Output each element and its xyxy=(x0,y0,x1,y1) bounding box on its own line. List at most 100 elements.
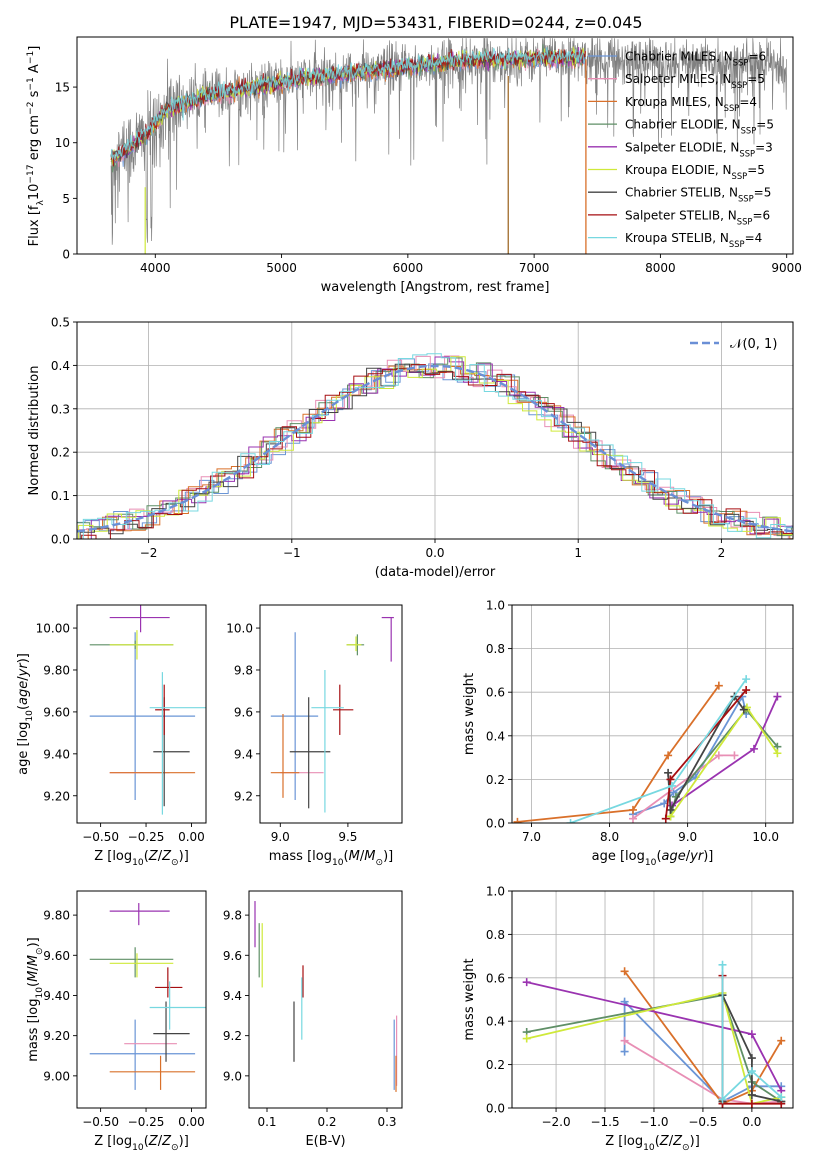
axes-frame xyxy=(76,321,794,540)
x-axis-label: age [log10(age/yr)] xyxy=(592,849,714,868)
y-axis-label: mass weight xyxy=(462,958,477,1040)
y-tick-label: 9.20 xyxy=(43,789,70,803)
x-tick-label: 10.0 xyxy=(752,830,779,844)
x-tick-label: 5000 xyxy=(266,261,297,275)
axes-frame xyxy=(511,604,794,824)
y-axis-label: mass weight xyxy=(462,673,477,755)
x-axis-label: (data-model)/error xyxy=(375,565,496,580)
x-tick-label: 7000 xyxy=(519,261,550,275)
panel-age_vs_mass: 9.0 9.5 9.2 9.4 9.6 9.8 10.0 mass [log10(M/M⊙)] xyxy=(226,604,403,868)
x-tick-label: 0.3 xyxy=(377,1115,396,1129)
weight-marker-2 xyxy=(620,967,629,976)
weight-marker-8 xyxy=(718,960,727,969)
y-tick-label: 0.1 xyxy=(51,489,70,503)
weight-line-5 xyxy=(526,991,782,1105)
y-tick-label: 9.2 xyxy=(234,789,253,803)
histogram-7 xyxy=(81,364,793,539)
weight-line-3 xyxy=(526,994,782,1103)
weight-marker-0 xyxy=(620,1047,629,1056)
y-tick-label: 0.0 xyxy=(51,533,70,547)
y-axis-label: age [log10(age/yr)] xyxy=(16,653,35,775)
plot-area-weight_vs_age xyxy=(513,675,782,823)
histogram-5 xyxy=(78,356,793,539)
y-tick-label: 9.8 xyxy=(234,663,253,677)
weight-marker-8 xyxy=(566,819,575,823)
axes-frame xyxy=(259,604,403,824)
y-tick-label: 0.2 xyxy=(486,1058,505,1072)
weight-marker-2 xyxy=(777,1036,786,1045)
histogram-8 xyxy=(82,353,793,539)
x-tick-label: 7.0 xyxy=(522,830,541,844)
x-tick-label: 9.0 xyxy=(678,830,697,844)
y-axis-label: Flux [fλ10−17 erg cm−2 s−1 A−1] xyxy=(26,46,46,247)
x-tick-label: −1 xyxy=(283,546,301,560)
x-axis-label: mass [log10(M/M⊙)] xyxy=(269,849,393,868)
legend: Chabrier MILES, NSSP=6 Salpeter MILES, NS… xyxy=(588,50,774,249)
x-axis-label: E(B-V) xyxy=(305,1134,345,1149)
y-tick-label: 0.3 xyxy=(51,402,70,416)
x-tick-label: 8000 xyxy=(645,261,676,275)
x-tick-label: 0.0 xyxy=(742,1115,761,1129)
y-tick-label: 9.20 xyxy=(43,1029,70,1043)
weight-marker-5 xyxy=(773,749,782,758)
legend-label: 𝒩(0, 1) xyxy=(730,337,777,352)
y-tick-label: 0.4 xyxy=(486,729,505,743)
x-tick-label: 1 xyxy=(574,546,582,560)
y-tick-label: 0.8 xyxy=(486,928,505,942)
weight-marker-8 xyxy=(777,1093,786,1102)
x-tick-label: 0.00 xyxy=(178,1115,205,1129)
weight-marker-7 xyxy=(661,814,670,823)
panel-mass_vs_Z: −0.50 −0.25 0.00 9.00 9.20 9.40 9.60 9.80 Z [log… xyxy=(26,890,207,1153)
weight-marker-1 xyxy=(714,751,723,760)
weight-line-8 xyxy=(721,964,782,1102)
weight-marker-2 xyxy=(628,805,637,814)
weight-marker-5 xyxy=(522,1034,531,1043)
x-tick-label: 9.5 xyxy=(338,830,357,844)
weight-marker-6 xyxy=(739,705,748,714)
y-tick-label: 9.6 xyxy=(223,949,242,963)
x-tick-label: 9.0 xyxy=(271,830,290,844)
y-tick-label: 0.0 xyxy=(486,1102,505,1116)
legend-label: Chabrier MILES, NSSP=6 xyxy=(625,50,766,68)
y-tick-label: 0.6 xyxy=(486,686,505,700)
weight-marker-8 xyxy=(718,1095,727,1104)
weight-marker-6 xyxy=(666,805,675,814)
y-tick-label: 9.60 xyxy=(43,705,70,719)
weight-marker-8 xyxy=(742,675,751,684)
weight-marker-8 xyxy=(747,1067,756,1076)
y-tick-label: 15 xyxy=(55,81,70,95)
x-tick-label: 6000 xyxy=(393,261,424,275)
x-tick-label: 0.0 xyxy=(425,546,444,560)
panel-spectrum: 4000 5000 6000 7000 8000 9000 0 5 10 15 wavelength… xyxy=(26,36,802,295)
y-tick-label: 9.60 xyxy=(43,949,70,963)
weight-line-2 xyxy=(623,970,783,1105)
weight-marker-4 xyxy=(522,978,531,987)
observed-spectrum-line xyxy=(110,37,787,245)
legend-label: Kroupa ELODIE, NSSP=5 xyxy=(625,163,765,181)
plot-area-weight_vs_Z xyxy=(522,960,786,1108)
x-tick-label: −1.5 xyxy=(590,1115,619,1129)
weight-marker-1 xyxy=(620,1036,629,1045)
axes-frame xyxy=(511,890,794,1109)
y-tick-label: 9.0 xyxy=(223,1069,242,1083)
weight-marker-2 xyxy=(714,681,723,690)
plot-area-mass_vs_Z xyxy=(89,903,206,1090)
y-tick-label: 0.5 xyxy=(51,316,70,330)
y-tick-label: 1.0 xyxy=(486,885,505,899)
x-tick-label: −2.0 xyxy=(541,1115,570,1129)
weight-marker-2 xyxy=(664,751,673,760)
panel-weight_vs_Z: −2.0 −1.5 −1.0 −0.5 0.0 0.0 0.2 0.4 0.6 0.8 1.0 Z [… xyxy=(462,885,794,1153)
y-tick-label: 1.0 xyxy=(486,599,505,613)
weight-marker-1 xyxy=(730,751,739,760)
legend-label: Salpeter STELIB, NSSP=6 xyxy=(625,208,770,226)
histogram-3 xyxy=(77,357,793,537)
weight-marker-6 xyxy=(747,1090,756,1099)
weight-marker-7 xyxy=(666,775,675,784)
x-tick-label: −2 xyxy=(140,546,158,560)
legend-label: Chabrier ELODIE, NSSP=5 xyxy=(625,118,774,136)
panel-age_vs_Z: −0.50 −0.25 0.00 9.20 9.40 9.60 9.80 10.00 Z [lo… xyxy=(16,604,207,868)
legend-label: Salpeter MILES, NSSP=5 xyxy=(625,72,765,90)
y-tick-label: 0.2 xyxy=(486,773,505,787)
legend-label: Chabrier STELIB, NSSP=5 xyxy=(625,186,771,204)
